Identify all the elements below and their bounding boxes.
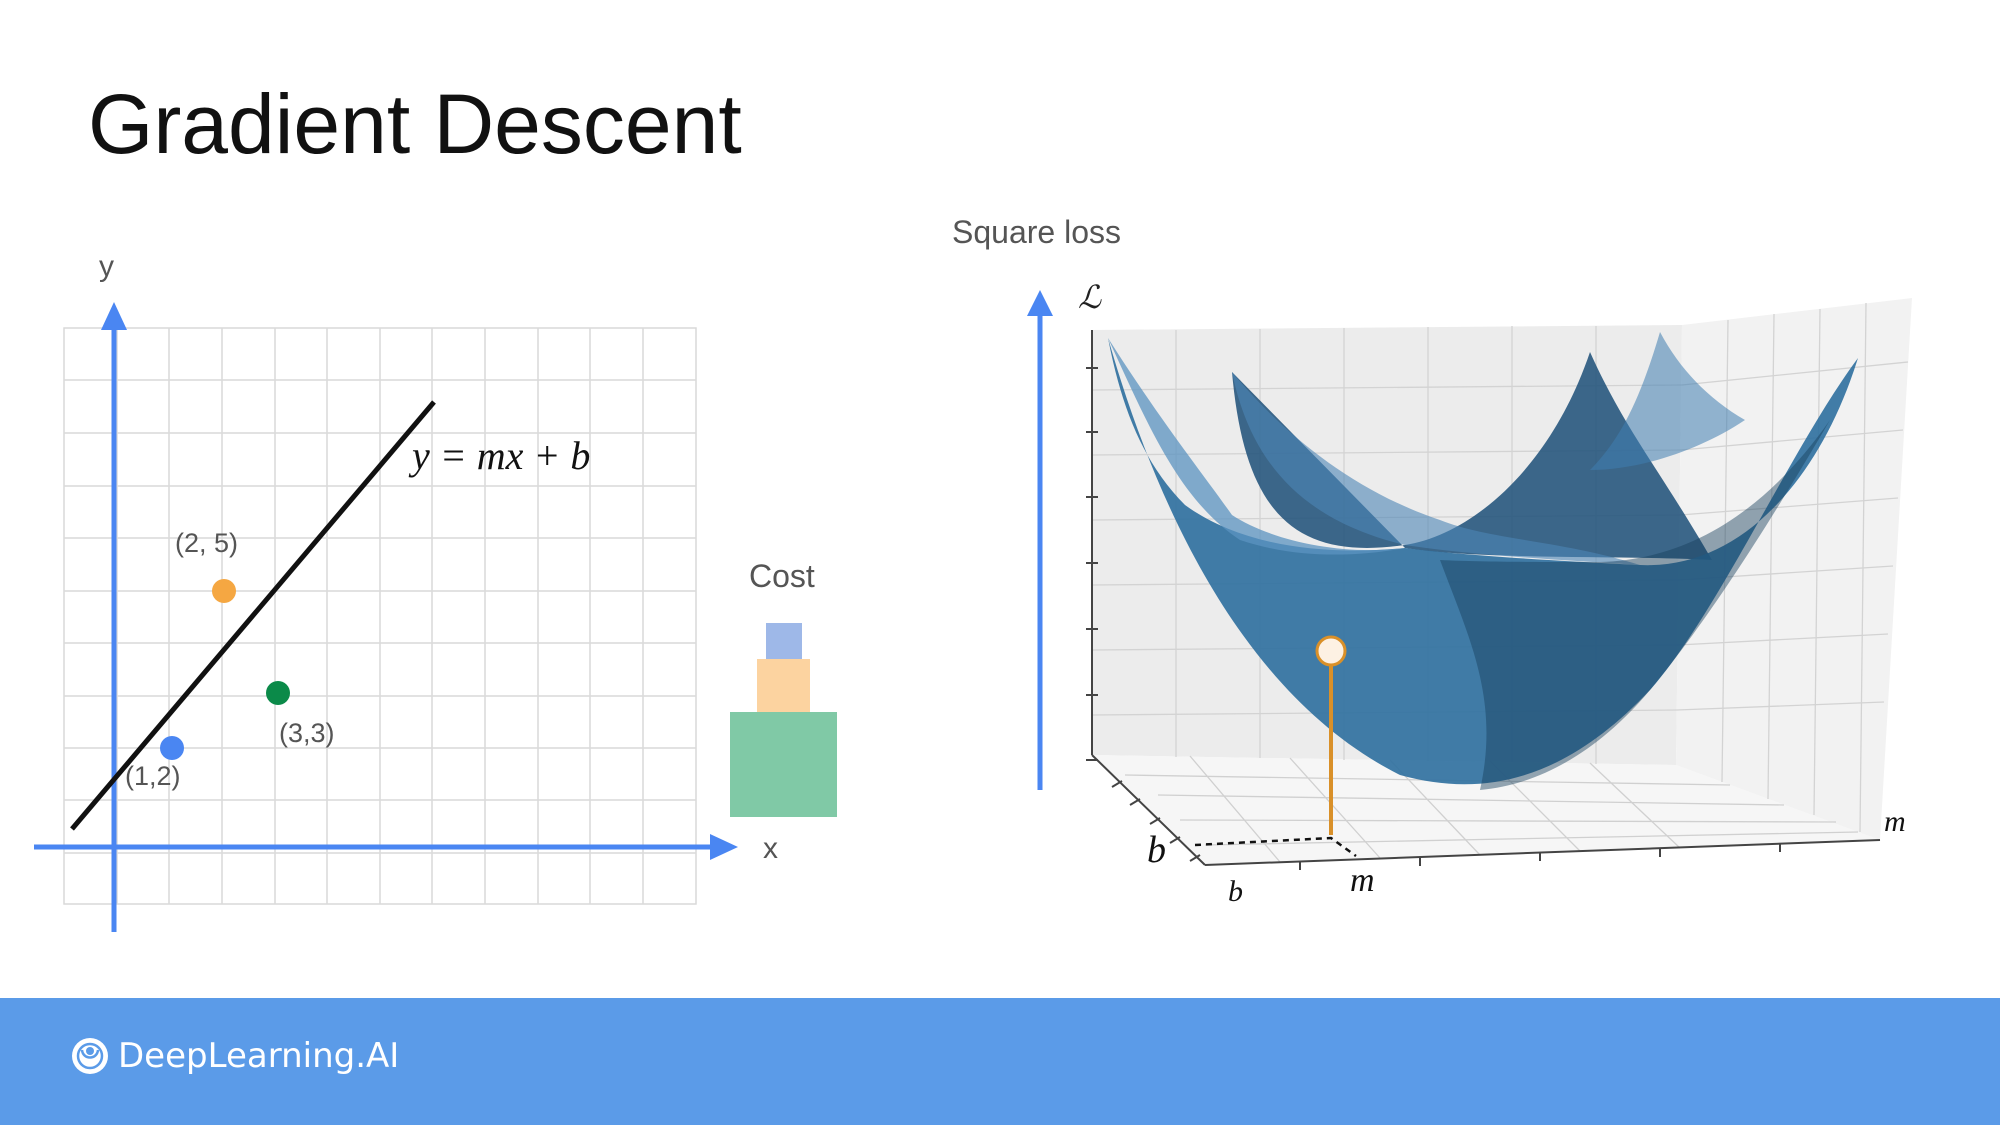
point-label-2-5: (2, 5) bbox=[175, 528, 239, 558]
grid bbox=[63, 327, 697, 905]
floor-grid bbox=[1124, 755, 1859, 863]
data-point-3-3 bbox=[266, 681, 290, 705]
b-axis-label: b bbox=[1228, 875, 1243, 908]
brand-name: DeepLearning.AI bbox=[118, 1036, 400, 1076]
deeplearning-logo-icon bbox=[72, 1038, 108, 1074]
y-axis-label: y bbox=[99, 250, 114, 283]
x-axis-label: x bbox=[763, 832, 778, 865]
loss-surface bbox=[1108, 332, 1858, 790]
loss-axis bbox=[1027, 290, 1053, 790]
point-label-1-2: (1,2) bbox=[125, 761, 181, 791]
footer-bar: DeepLearning.AI bbox=[0, 998, 2000, 1125]
line-equation: y = mx + b bbox=[412, 433, 591, 478]
y-axis bbox=[101, 302, 127, 932]
cost-block-large bbox=[730, 712, 837, 817]
b-value-label: b bbox=[1147, 829, 1166, 871]
brand[interactable]: DeepLearning.AI bbox=[70, 1036, 399, 1076]
loss-axis-label: ℒ bbox=[1078, 279, 1102, 315]
axis-ticks bbox=[1086, 330, 1881, 870]
surface-plot-title: Square loss bbox=[952, 214, 1121, 250]
m-value-label: m bbox=[1350, 862, 1375, 899]
regression-line bbox=[70, 400, 436, 831]
data-point-2-5 bbox=[212, 579, 236, 603]
cost-block-small bbox=[766, 623, 802, 659]
data-point-1-2 bbox=[160, 736, 184, 760]
cost-block-medium bbox=[757, 659, 810, 712]
x-axis bbox=[34, 834, 738, 860]
scatter-plot bbox=[34, 302, 738, 932]
cost-label: Cost bbox=[749, 558, 815, 594]
current-point-marker bbox=[1194, 635, 1357, 858]
slide-title: Gradient Descent bbox=[88, 77, 742, 171]
loss-surface-plot bbox=[1027, 290, 1912, 870]
cost-blocks bbox=[730, 623, 837, 817]
point-label-3-3: (3,3) bbox=[279, 718, 335, 748]
m-axis-label: m bbox=[1884, 805, 1906, 838]
